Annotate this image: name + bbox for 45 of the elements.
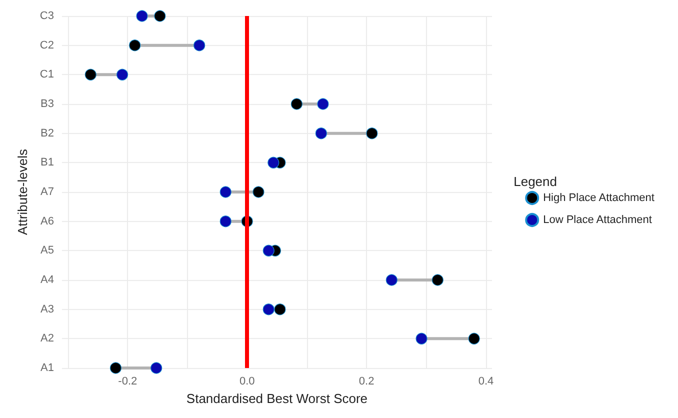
y-tick-label: A6 — [40, 215, 54, 228]
point — [268, 156, 280, 168]
legend-label: Low Place Attachment — [543, 214, 652, 226]
point — [262, 304, 274, 316]
y-tick-label: A2 — [40, 332, 54, 345]
y-tick-label: C2 — [40, 39, 54, 52]
point — [416, 332, 428, 344]
y-tick-label: A4 — [40, 274, 54, 286]
point — [154, 10, 166, 22]
point — [432, 274, 444, 286]
point — [252, 186, 264, 198]
y-tick-label: C1 — [40, 68, 54, 81]
point — [220, 186, 232, 198]
x-tick-label: 0.2 — [358, 376, 374, 388]
point — [468, 332, 480, 344]
y-axis-title: Attribute-levels — [15, 148, 30, 235]
point — [136, 10, 148, 22]
y-tick-label: A5 — [40, 244, 54, 257]
point — [194, 40, 206, 52]
point — [110, 362, 122, 374]
point — [262, 244, 274, 256]
x-tick-label: 0.0 — [239, 376, 255, 388]
point — [129, 40, 141, 52]
x-axis-title: Standardised Best Worst Score — [186, 390, 368, 406]
y-tick-label: B1 — [40, 156, 54, 169]
point — [315, 128, 327, 140]
point — [150, 362, 162, 374]
x-tick-label: -0.2 — [118, 376, 138, 388]
point — [386, 274, 398, 286]
legend-title: Legend — [514, 174, 558, 189]
legend-label: High Place Attachment — [543, 192, 654, 204]
y-tick-label: A7 — [40, 186, 54, 198]
point — [317, 98, 329, 110]
y-tick-label: B3 — [40, 98, 54, 110]
point — [274, 304, 286, 316]
y-tick-label: B2 — [40, 127, 54, 140]
point — [290, 98, 302, 110]
point — [84, 68, 96, 80]
point — [220, 216, 232, 228]
point — [116, 68, 128, 80]
x-tick-label: 0.4 — [478, 376, 494, 388]
y-tick-label: A3 — [40, 303, 54, 316]
y-tick-label: A1 — [40, 362, 54, 374]
point — [366, 128, 378, 140]
y-tick-label: C3 — [40, 10, 54, 22]
